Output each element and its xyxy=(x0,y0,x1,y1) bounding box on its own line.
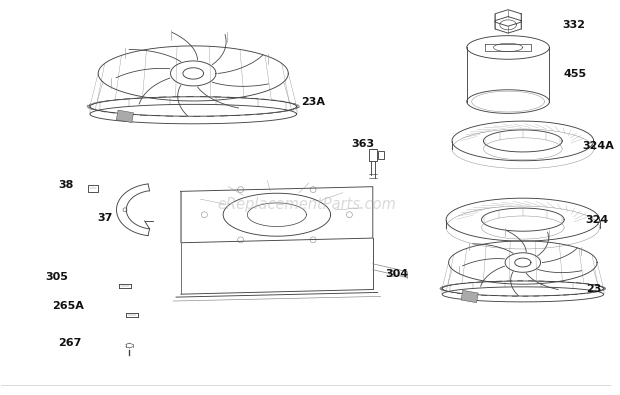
Text: 455: 455 xyxy=(563,69,587,79)
Bar xyxy=(117,110,133,122)
Text: 324: 324 xyxy=(586,214,609,225)
Bar xyxy=(88,185,98,192)
Text: eReplacementParts.com: eReplacementParts.com xyxy=(217,198,396,213)
Text: 267: 267 xyxy=(58,338,82,348)
Text: 332: 332 xyxy=(562,20,585,30)
Text: 305: 305 xyxy=(46,272,69,282)
Text: 265A: 265A xyxy=(53,301,84,311)
Bar xyxy=(378,151,384,159)
Bar xyxy=(461,290,478,303)
Text: 38: 38 xyxy=(58,180,74,190)
Text: 37: 37 xyxy=(98,213,113,223)
Text: 23A: 23A xyxy=(301,96,326,107)
Text: 363: 363 xyxy=(352,139,374,149)
Text: 23: 23 xyxy=(586,284,601,293)
Text: 324A: 324A xyxy=(582,141,614,151)
Text: 304: 304 xyxy=(385,269,408,279)
Bar xyxy=(370,149,377,161)
